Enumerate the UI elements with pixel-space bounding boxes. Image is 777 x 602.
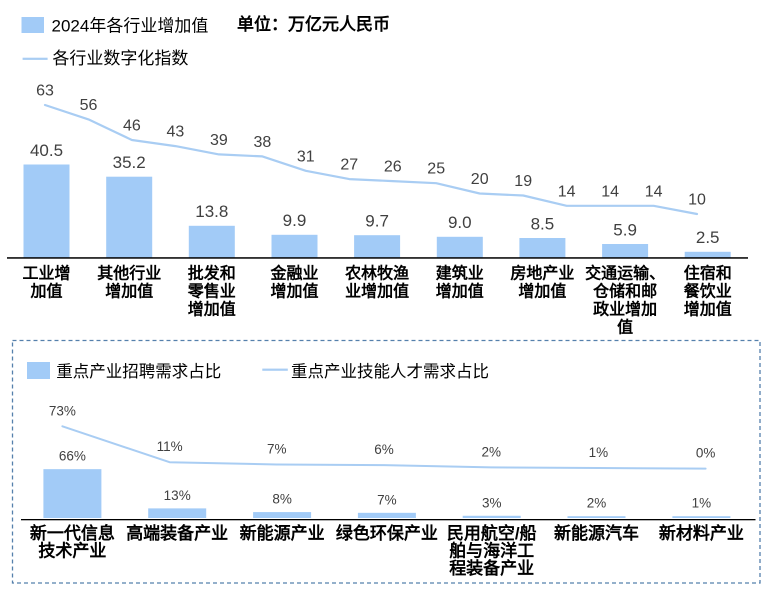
svg-text:73%: 73% [49,403,76,418]
svg-text:高端装备产业: 高端装备产业 [126,523,228,543]
svg-text:值: 值 [617,318,633,337]
svg-text:房地产业: 房地产业 [510,264,574,283]
svg-text:1%: 1% [692,496,712,511]
svg-text:绿色环保产业: 绿色环保产业 [336,523,438,543]
svg-text:20: 20 [471,171,489,188]
svg-text:新一代信息: 新一代信息 [30,523,115,543]
svg-text:14: 14 [645,183,663,200]
svg-text:增加值: 增加值 [436,282,484,301]
svg-text:8.5: 8.5 [531,214,555,233]
svg-text:重点产业技能人才需求占比: 重点产业技能人才需求占比 [291,362,489,381]
svg-text:新能源汽车: 新能源汽车 [554,523,639,543]
svg-text:其他行业: 其他行业 [97,264,161,283]
svg-text:27: 27 [340,157,358,174]
svg-text:13.8: 13.8 [195,202,228,221]
svg-text:25: 25 [427,161,445,178]
svg-text:交通运输、: 交通运输、 [585,264,665,283]
svg-text:民用航空/船: 民用航空/船 [447,523,537,543]
svg-text:66%: 66% [59,449,86,464]
svg-text:金融业: 金融业 [269,264,318,283]
svg-text:19: 19 [514,173,532,190]
svg-text:11%: 11% [157,439,183,454]
svg-text:35.2: 35.2 [113,153,146,172]
svg-text:业增加值: 业增加值 [345,282,409,301]
svg-text:增加值: 增加值 [518,282,566,301]
svg-text:9.0: 9.0 [448,213,472,232]
svg-text:餐饮业: 餐饮业 [683,282,732,301]
svg-text:46: 46 [123,118,141,135]
svg-text:加值: 加值 [29,282,62,301]
svg-text:10: 10 [688,192,706,209]
svg-text:单位：万亿元人民币: 单位：万亿元人民币 [237,14,390,34]
svg-text:2%: 2% [481,444,501,459]
svg-text:新能源产业: 新能源产业 [240,523,325,543]
svg-text:增加值: 增加值 [188,300,236,319]
svg-text:43: 43 [167,124,185,141]
svg-text:农林牧渔: 农林牧渔 [344,264,409,283]
svg-text:建筑业: 建筑业 [436,264,484,283]
svg-text:40.5: 40.5 [30,141,63,160]
svg-text:舶与海洋工: 舶与海洋工 [449,541,534,561]
svg-text:14: 14 [558,183,576,200]
svg-text:零售业: 零售业 [187,282,236,301]
svg-text:0%: 0% [696,446,716,461]
svg-text:增加值: 增加值 [684,300,732,319]
svg-text:2%: 2% [587,496,607,511]
svg-text:2024年各行业增加值: 2024年各行业增加值 [52,17,209,36]
svg-text:程装备产业: 程装备产业 [449,558,534,578]
svg-text:9.7: 9.7 [365,212,389,231]
svg-text:7%: 7% [267,442,287,457]
svg-text:31: 31 [297,148,315,165]
svg-text:9.9: 9.9 [283,211,307,230]
svg-text:各行业数字化指数: 各行业数字化指数 [52,49,188,68]
svg-text:仓储和邮: 仓储和邮 [592,282,657,301]
svg-text:新材料产业: 新材料产业 [659,523,744,543]
svg-text:63: 63 [36,83,54,100]
svg-text:8%: 8% [272,492,292,507]
svg-text:6%: 6% [374,442,394,457]
svg-text:1%: 1% [589,445,609,460]
svg-text:技术产业: 技术产业 [38,541,106,561]
svg-text:批发和: 批发和 [188,264,236,283]
svg-text:2.5: 2.5 [696,228,720,247]
svg-text:政业增加: 政业增加 [593,300,657,319]
svg-text:39: 39 [210,132,228,149]
svg-text:增加值: 增加值 [105,282,153,301]
svg-text:56: 56 [80,97,98,114]
svg-text:13%: 13% [164,488,191,503]
svg-text:7%: 7% [377,492,397,507]
svg-text:14: 14 [601,183,619,200]
svg-text:重点产业招聘需求占比: 重点产业招聘需求占比 [56,362,221,381]
svg-text:5.9: 5.9 [613,220,637,239]
svg-text:26: 26 [384,159,402,176]
svg-text:工业增: 工业增 [22,264,70,283]
svg-text:住宿和: 住宿和 [684,264,732,283]
svg-text:3%: 3% [482,495,502,510]
svg-text:增加值: 增加值 [270,282,318,301]
svg-text:38: 38 [254,134,272,151]
